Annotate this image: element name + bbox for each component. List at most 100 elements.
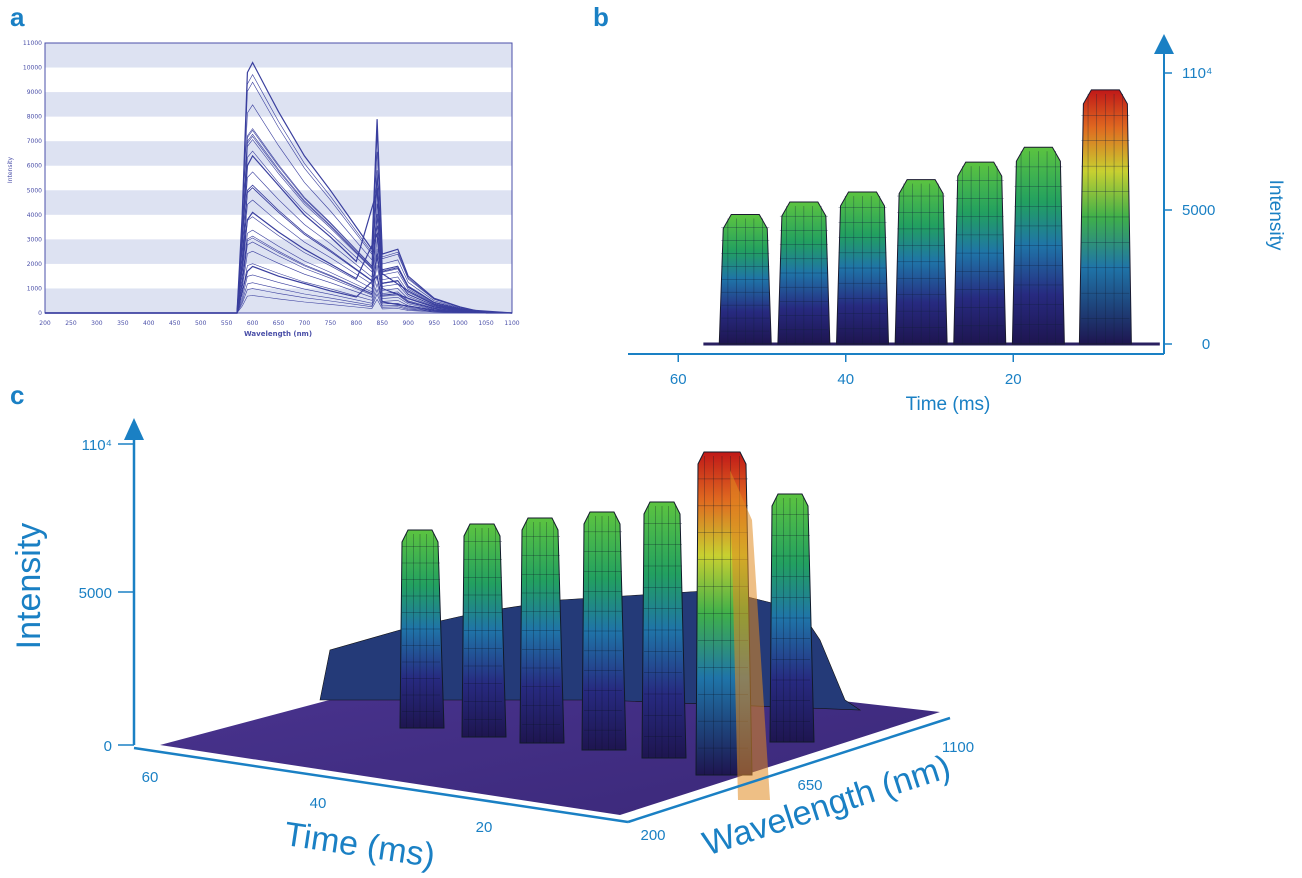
panel-b-y-tick: 0: [1202, 336, 1210, 353]
panel-c-hot-streak: [730, 470, 770, 800]
panel-a-x-tick: 300: [91, 320, 103, 327]
panel-a-plot-frame: [44, 42, 513, 314]
panel-b-x-tick: 60: [670, 371, 687, 388]
panel-b-x-tick: 20: [1005, 371, 1022, 388]
panel-a: a 200 250 300 350 400 450 500 550 600 650 700 750 80…: [7, 2, 520, 338]
panel-a-x-tick: 600: [247, 320, 259, 327]
panel-a-grid-band: [45, 190, 512, 215]
panel-a-x-tick: 350: [117, 320, 129, 327]
panel-c-time-label: Time (ms): [282, 815, 438, 875]
panel-c-time-tick: 60: [142, 769, 159, 786]
panel-a-series-line: [45, 295, 512, 314]
panel-b-y-tick: 5000: [1182, 202, 1215, 219]
panel-a-grid-band: [45, 239, 512, 264]
panel-c-time-axis: [133, 746, 629, 824]
panel-a-series-line: [45, 288, 512, 314]
panel-a-x-tick: 650: [273, 320, 285, 327]
panel-a-y-tick: 10000: [23, 65, 42, 72]
panel-a-x-tick: 1100: [504, 320, 519, 327]
panel-a-grid-band: [45, 92, 512, 117]
panel-a-series-line: [45, 171, 512, 314]
panel-a-series-line: [45, 282, 512, 314]
panel-a-y-tick: 8000: [27, 114, 42, 121]
panel-a-series-line: [45, 81, 512, 314]
panel-a-series-line: [45, 263, 512, 314]
panel-a-series-line: [45, 250, 512, 314]
panel-b-x-tick: 40: [837, 371, 854, 388]
panel-c-wavelength-tick: 200: [640, 827, 665, 844]
panel-a-x-tick: 250: [65, 320, 77, 327]
panel-a-letter: a: [10, 2, 25, 32]
panel-a-x-tick: 750: [325, 320, 337, 327]
panel-b-y-tick: 110⁴: [1182, 65, 1212, 82]
panel-a-series-line: [45, 216, 512, 314]
panel-b-x-ticks: 60 40 20: [670, 354, 1022, 388]
panel-b-y-axis-label: Intensity: [1265, 180, 1286, 251]
panel-a-x-tick: 1000: [452, 320, 467, 327]
panel-a-y-ticks: 0 1000 2000 3000 4000 5000 6000 7000 8000 9000 100…: [23, 40, 42, 317]
panel-a-y-tick: 1000: [27, 285, 42, 292]
panel-a-series-line: [45, 211, 513, 314]
panel-a-x-tick: 850: [377, 320, 389, 327]
panel-a-series-line: [45, 150, 512, 314]
panel-a-y-tick: 4000: [27, 212, 42, 219]
panel-a-grid-band: [45, 43, 512, 68]
panel-c-intensity-axis-arrow: [124, 418, 144, 440]
panel-c-wavelength-axis: [627, 716, 951, 824]
panel-a-x-tick: 450: [169, 320, 181, 327]
panel-a-x-tick: 800: [351, 320, 363, 327]
panel-c-time-ticks: 60 40 20: [142, 769, 493, 836]
panel-c-intensity-tick: 5000: [79, 585, 112, 602]
panel-a-y-axis-label: Intensity: [7, 156, 14, 183]
panel-c-wavelength-tick: 1100: [942, 739, 974, 756]
panel-a-series-line: [45, 229, 512, 314]
panel-a-x-tick: 400: [143, 320, 155, 327]
panel-a-y-tick: 11000: [23, 40, 42, 47]
panel-a-y-tick: 3000: [27, 236, 42, 243]
panel-a-grid-bands: [45, 43, 512, 313]
panel-a-y-tick: 0: [38, 310, 42, 317]
panel-a-series-line: [45, 199, 512, 314]
panel-a-y-tick: 2000: [27, 261, 42, 268]
panel-a-series-line: [45, 274, 512, 314]
panel-b: b 60 40 20 0 5000 110⁴ Time (ms) Intensity: [593, 2, 1286, 415]
panel-c-letter: c: [10, 380, 24, 410]
panel-b-y-ticks: 0 5000 110⁴: [1164, 65, 1215, 353]
panel-a-x-tick: 900: [402, 320, 414, 327]
panel-c-intensity-tick: 0: [104, 738, 112, 755]
panel-a-grid-band: [45, 141, 512, 166]
panel-a-series-line: [45, 73, 512, 314]
panel-a-x-tick: 950: [428, 320, 440, 327]
panel-a-series-line: [45, 154, 513, 314]
panel-a-y-tick: 9000: [27, 89, 42, 96]
panel-c-time-tick: 40: [310, 795, 327, 812]
panel-a-y-tick: 6000: [27, 163, 42, 170]
panel-a-x-tick: 200: [39, 320, 51, 327]
panel-a-x-ticks: 200 250 300 350 400 450 500 550 600 650 700 750 800 8…: [39, 320, 520, 327]
panel-c-pulses: [319, 451, 862, 800]
panel-a-x-axis-label: Wavelength (nm): [244, 330, 312, 338]
panel-b-pulses: [703, 89, 1160, 346]
panel-b-x-axis-label: Time (ms): [906, 394, 991, 415]
panel-a-series-line: [45, 104, 512, 314]
panel-a-series-line: [45, 61, 512, 314]
panel-a-series-group: [45, 61, 513, 314]
panel-a-y-tick: 7000: [27, 138, 42, 145]
panel-a-series-line: [45, 133, 512, 314]
panel-a-series-line: [45, 241, 512, 314]
panel-a-x-tick: 500: [195, 320, 207, 327]
panel-c-intensity-tick: 110⁴: [82, 437, 112, 454]
panel-c-intensity-label: Intensity: [10, 523, 48, 650]
panel-a-series-line: [45, 187, 512, 314]
panel-a-x-tick: 700: [299, 320, 311, 327]
panel-a-x-tick: 1050: [478, 320, 493, 327]
panel-c-time-tick: 20: [476, 819, 493, 836]
panel-b-y-axis-arrow: [1154, 34, 1174, 54]
panel-c-wavelength-ticks: 200 650 1100: [640, 739, 974, 844]
panel-a-x-tick: 550: [221, 320, 233, 327]
panel-c-intensity-ticks: 0 5000 110⁴: [79, 437, 134, 755]
panel-b-letter: b: [593, 2, 609, 32]
panel-c-wavelength-tick: 650: [797, 777, 822, 794]
